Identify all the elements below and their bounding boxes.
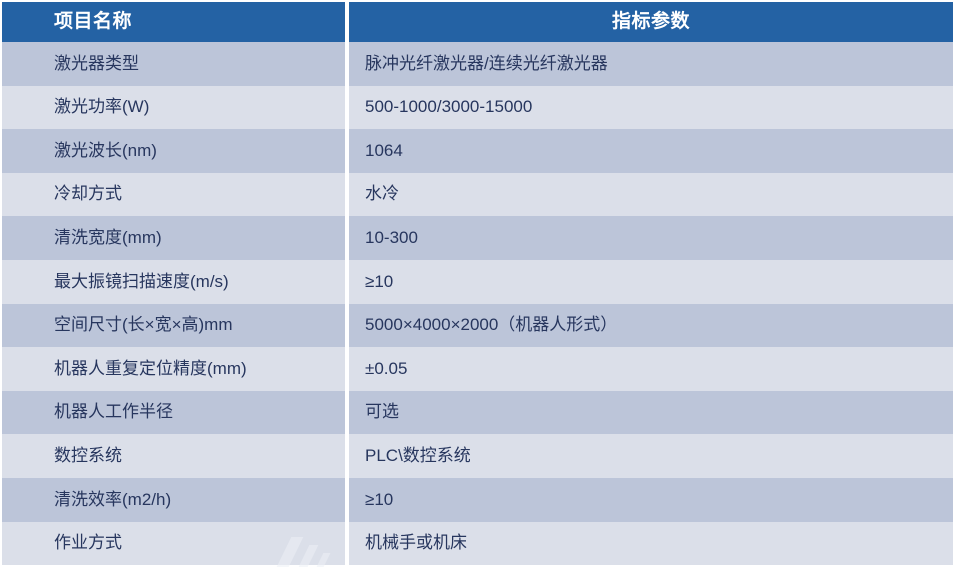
table-row: 数控系统 PLC\数控系统 [2,434,953,478]
cell-item-name: 激光波长(nm) [2,129,345,173]
cell-item-name: 最大振镜扫描速度(m/s) [2,259,345,304]
column-header-spec-parameter: 指标参数 [349,2,953,42]
cell-spec-value: 水冷 [349,172,953,217]
column-divider [345,347,349,391]
table-row: 机器人重复定位精度(mm) ±0.05 [2,347,953,391]
cell-spec-value: PLC\数控系统 [349,434,953,478]
cell-item-name: 激光功率(W) [2,85,345,130]
column-divider [345,521,349,566]
table-row: 清洗宽度(mm) 10-300 [2,216,953,260]
column-divider [345,216,349,260]
table-row: 冷却方式 水冷 [2,172,953,217]
cell-item-name: 机器人工作半径 [2,390,345,435]
table-row: 激光波长(nm) 1064 [2,129,953,173]
cell-item-name: 激光器类型 [2,42,345,86]
cell-spec-value: 可选 [349,390,953,435]
column-divider [345,259,349,304]
cell-item-name: 清洗宽度(mm) [2,216,345,260]
column-divider [345,42,349,86]
cell-item-name: 机器人重复定位精度(mm) [2,347,345,391]
column-divider [345,303,349,348]
cell-spec-value: ≥10 [349,259,953,304]
column-divider [345,2,349,42]
column-divider [345,434,349,478]
table-row: 机器人工作半径 可选 [2,390,953,435]
column-divider [345,85,349,130]
column-divider [345,390,349,435]
cell-item-name: 作业方式 [2,521,345,566]
table-row: 清洗效率(m2/h) ≥10 [2,477,953,522]
cell-item-name: 清洗效率(m2/h) [2,477,345,522]
cell-item-name: 空间尺寸(长×宽×高)mm [2,303,345,348]
table-row: 最大振镜扫描速度(m/s) ≥10 [2,259,953,304]
cell-spec-value: 500-1000/3000-15000 [349,85,953,130]
cell-spec-value: 5000×4000×2000（机器人形式） [349,303,953,348]
table-header-row: 项目名称 指标参数 [2,2,953,42]
cell-item-name: 冷却方式 [2,172,345,217]
column-divider [345,129,349,173]
cell-spec-value: 机械手或机床 [349,521,953,566]
table-row: 空间尺寸(长×宽×高)mm 5000×4000×2000（机器人形式） [2,303,953,348]
cell-spec-value: 10-300 [349,216,953,260]
table-row: 作业方式 机械手或机床 [2,521,953,566]
cell-item-name: 数控系统 [2,434,345,478]
table-row: 激光功率(W) 500-1000/3000-15000 [2,85,953,130]
cell-spec-value: 脉冲光纤激光器/连续光纤激光器 [349,42,953,86]
table-header: 项目名称 指标参数 [2,2,953,42]
column-divider [345,477,349,522]
cell-spec-value: 1064 [349,129,953,173]
column-divider [345,172,349,217]
table-body: 激光器类型 脉冲光纤激光器/连续光纤激光器 激光功率(W) 500-1000/3000… [2,42,953,566]
cell-spec-value: ±0.05 [349,347,953,391]
table-row: 激光器类型 脉冲光纤激光器/连续光纤激光器 [2,42,953,86]
cell-spec-value: ≥10 [349,477,953,522]
column-header-item-name: 项目名称 [2,2,345,42]
